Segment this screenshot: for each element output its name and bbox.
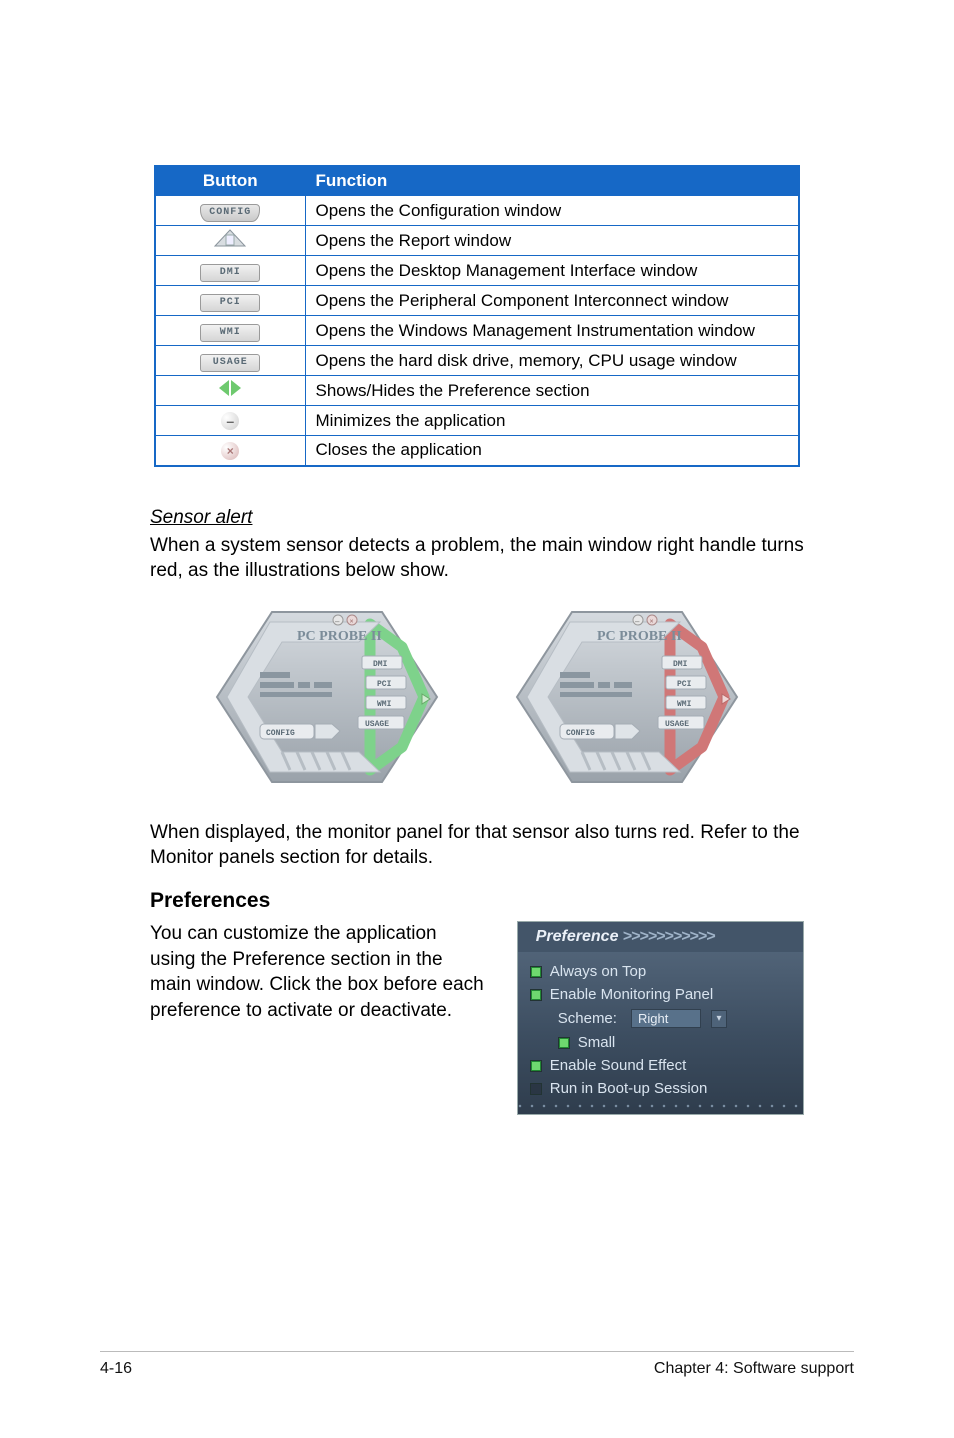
close-icon: ×: [221, 442, 239, 460]
svg-text:USAGE: USAGE: [665, 720, 689, 729]
function-cell: Opens the Peripheral Component Interconn…: [305, 286, 799, 316]
table-row: PCI Opens the Peripheral Component Inter…: [155, 286, 799, 316]
pci-badge: PCI: [200, 294, 260, 312]
pref-item-sound-effect[interactable]: Enable Sound Effect: [530, 1054, 791, 1077]
pref-label: Enable Sound Effect: [550, 1057, 687, 1074]
function-cell: Shows/Hides the Preference section: [305, 376, 799, 406]
function-cell: Opens the Desktop Management Interface w…: [305, 256, 799, 286]
svg-text:USAGE: USAGE: [365, 720, 389, 729]
svg-text:PCI: PCI: [377, 680, 392, 689]
svg-text:WMI: WMI: [377, 700, 392, 709]
dmi-badge: DMI: [200, 264, 260, 282]
pref-label: Enable Monitoring Panel: [550, 986, 713, 1003]
preference-panel-chevrons: >>>>>>>>>>>: [623, 928, 715, 945]
panel-dots-decoration: [518, 1102, 803, 1110]
pcprobe-green: PC PROBE II – × DMI PCI WMI USAGE CONFIG: [212, 602, 442, 792]
icon-dmi: DMI: [155, 256, 305, 286]
table-row: Shows/Hides the Preference section: [155, 376, 799, 406]
svg-text:PC PROBE II: PC PROBE II: [597, 629, 682, 644]
table-row: WMI Opens the Windows Management Instrum…: [155, 316, 799, 346]
function-cell: Opens the Report window: [305, 226, 799, 256]
pref-label: Run in Boot-up Session: [550, 1080, 708, 1097]
sensor-alert-after: When displayed, the monitor panel for th…: [150, 820, 804, 871]
icon-minimize: –: [155, 406, 305, 436]
function-cell: Minimizes the application: [305, 406, 799, 436]
pref-item-enable-monitoring[interactable]: Enable Monitoring Panel: [530, 983, 791, 1006]
svg-text:WMI: WMI: [677, 700, 692, 709]
sensor-alert-body: When a system sensor detects a problem, …: [150, 533, 804, 584]
svg-text:–: –: [335, 617, 340, 626]
usage-badge: USAGE: [200, 354, 260, 372]
icon-show-hide: [155, 376, 305, 406]
function-cell: Closes the application: [305, 436, 799, 466]
icon-report: [155, 226, 305, 256]
svg-text:×: ×: [650, 618, 654, 625]
table-row: × Closes the application: [155, 436, 799, 466]
table-row: CONFIG Opens the Configuration window: [155, 196, 799, 226]
icon-close: ×: [155, 436, 305, 466]
table-row: Opens the Report window: [155, 226, 799, 256]
checkbox-icon[interactable]: [530, 1083, 542, 1095]
page-chapter: Chapter 4: Software support: [654, 1360, 854, 1378]
preferences-heading: Preferences: [150, 889, 804, 913]
table-row: DMI Opens the Desktop Management Interfa…: [155, 256, 799, 286]
preference-panel-header: Preference >>>>>>>>>>>: [518, 922, 803, 952]
svg-text:PCI: PCI: [677, 680, 692, 689]
function-cell: Opens the hard disk drive, memory, CPU u…: [305, 346, 799, 376]
preference-panel-title: Preference: [536, 928, 619, 945]
scheme-label: Scheme:: [558, 1010, 617, 1027]
table-row: USAGE Opens the hard disk drive, memory,…: [155, 346, 799, 376]
sensor-alert-heading: Sensor alert: [150, 507, 804, 529]
header-button: Button: [155, 166, 305, 196]
report-icon: [213, 228, 247, 248]
show-hide-icon: [219, 380, 241, 396]
preference-panel: Preference >>>>>>>>>>> Always on Top Ena…: [517, 921, 804, 1115]
icon-usage: USAGE: [155, 346, 305, 376]
checkbox-icon[interactable]: [558, 1037, 570, 1049]
scheme-select[interactable]: Right: [631, 1009, 701, 1028]
svg-text:DMI: DMI: [373, 660, 388, 669]
svg-text:CONFIG: CONFIG: [566, 729, 595, 738]
svg-text:×: ×: [350, 618, 354, 625]
header-function: Function: [305, 166, 799, 196]
pcprobe-title: PC PROBE II: [297, 629, 382, 644]
button-function-table: Button Function CONFIG Opens the Configu…: [154, 165, 800, 467]
svg-text:DMI: DMI: [673, 660, 688, 669]
hex-illustrations: PC PROBE II – × DMI PCI WMI USAGE CONFIG…: [150, 602, 804, 792]
dropdown-icon[interactable]: ▾: [711, 1010, 727, 1028]
pref-item-scheme: Scheme: Right ▾: [530, 1006, 791, 1031]
svg-text:–: –: [635, 617, 640, 626]
pref-label: Always on Top: [550, 963, 646, 980]
checkbox-icon[interactable]: [530, 989, 542, 1001]
page-number: 4-16: [100, 1360, 132, 1378]
pref-label: Small: [578, 1034, 616, 1051]
pref-item-boot-session[interactable]: Run in Boot-up Session: [530, 1077, 791, 1100]
pref-item-small[interactable]: Small: [530, 1031, 791, 1054]
wmi-badge: WMI: [200, 324, 260, 342]
checkbox-icon[interactable]: [530, 1060, 542, 1072]
checkbox-icon[interactable]: [530, 966, 542, 978]
table-row: – Minimizes the application: [155, 406, 799, 436]
page-footer: 4-16 Chapter 4: Software support: [100, 1351, 854, 1378]
function-cell: Opens the Configuration window: [305, 196, 799, 226]
preferences-body: You can customize the application using …: [150, 921, 487, 1024]
svg-text:CONFIG: CONFIG: [266, 729, 295, 738]
icon-pci: PCI: [155, 286, 305, 316]
icon-wmi: WMI: [155, 316, 305, 346]
table-header-row: Button Function: [155, 166, 799, 196]
icon-config: CONFIG: [155, 196, 305, 226]
minimize-icon: –: [221, 412, 239, 430]
pref-item-always-on-top[interactable]: Always on Top: [530, 960, 791, 983]
pcprobe-red: PC PROBE II – × DMI PCI WMI USAGE CONFIG: [512, 602, 742, 792]
config-badge: CONFIG: [200, 204, 260, 222]
function-cell: Opens the Windows Management Instrumenta…: [305, 316, 799, 346]
